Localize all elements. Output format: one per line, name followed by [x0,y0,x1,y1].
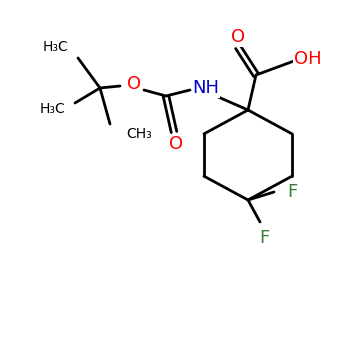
Text: O: O [231,28,245,46]
Text: H₃C: H₃C [39,102,65,116]
Text: O: O [169,135,183,153]
Text: F: F [259,229,269,247]
Text: NH: NH [193,79,219,97]
Text: OH: OH [294,50,322,68]
Text: F: F [287,183,297,201]
Text: H₃C: H₃C [42,40,68,54]
Text: CH₃: CH₃ [126,127,152,141]
Text: O: O [127,75,141,93]
